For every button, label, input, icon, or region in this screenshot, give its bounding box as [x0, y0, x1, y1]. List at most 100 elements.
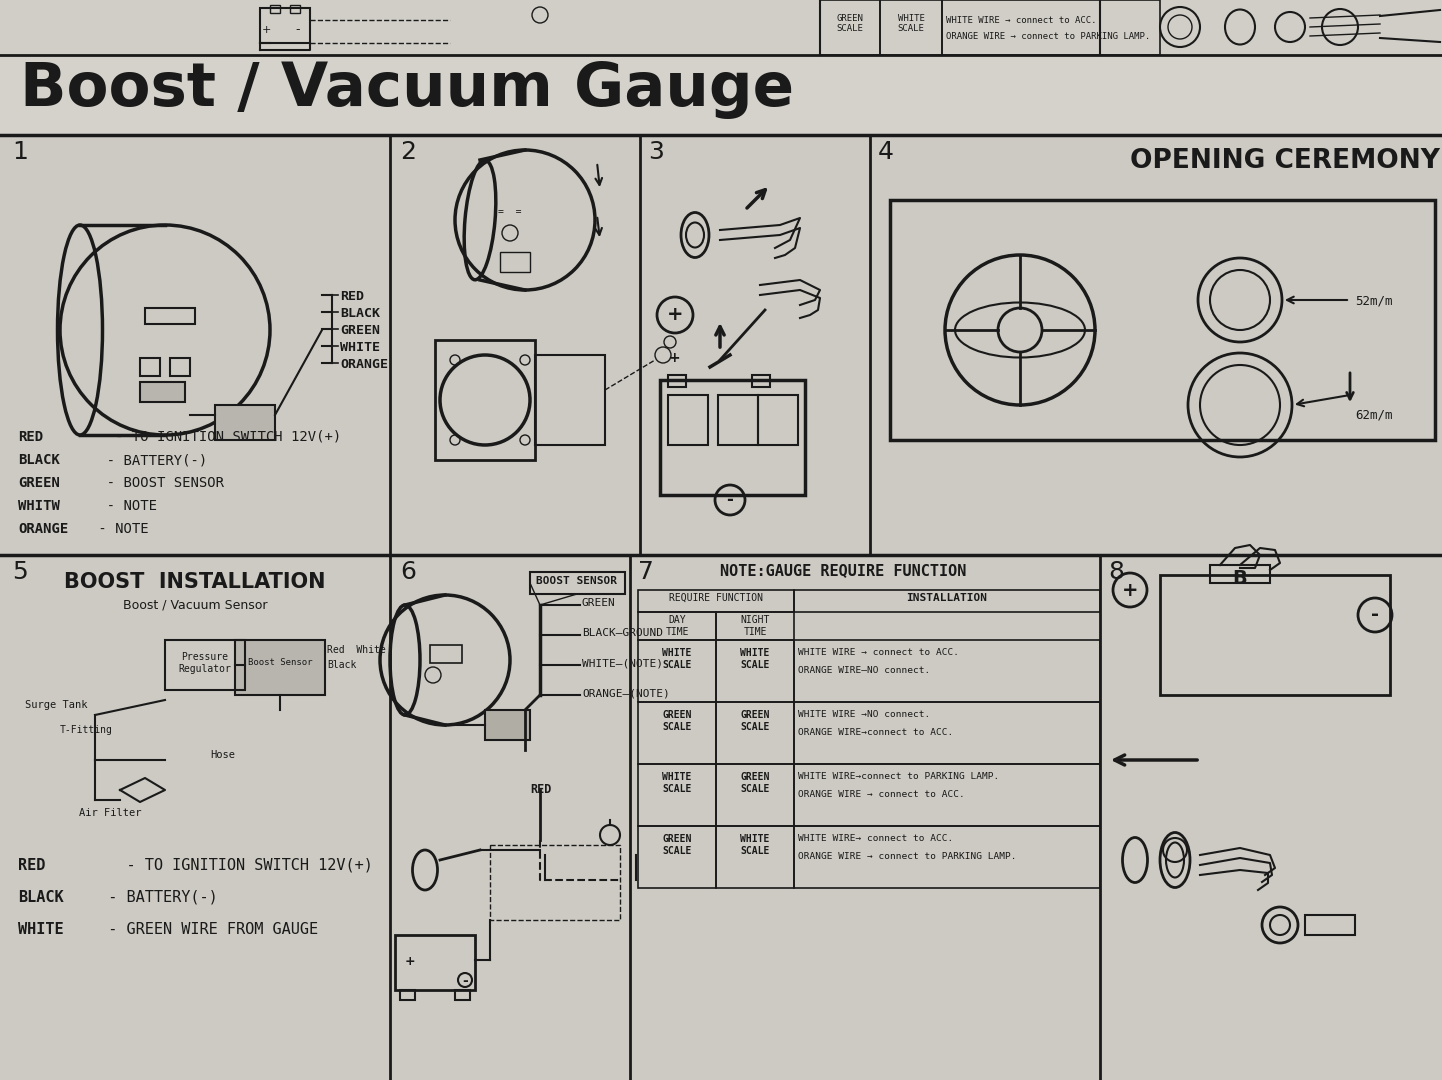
Text: 1: 1 [12, 140, 27, 164]
Text: RED: RED [340, 291, 363, 303]
Text: Hose: Hose [211, 750, 235, 760]
Bar [531, 572, 624, 594]
Text: WHITE
SCALE: WHITE SCALE [662, 648, 692, 670]
Bar [637, 826, 717, 888]
Text: ORANGE WIRE → connect to PARKING LAMP.: ORANGE WIRE → connect to PARKING LAMP. [797, 852, 1017, 861]
Bar [0, 55, 1442, 135]
Bar [795, 640, 1100, 702]
Bar [637, 612, 717, 640]
Text: Boost / Vacuum Sensor: Boost / Vacuum Sensor [123, 598, 267, 611]
Text: WHITE WIRE→connect to PARKING LAMP.: WHITE WIRE→connect to PARKING LAMP. [797, 772, 999, 781]
Text: INSTALLATION: INSTALLATION [907, 593, 988, 603]
Bar [717, 826, 795, 888]
Text: WHITE—(NOTE): WHITE—(NOTE) [583, 658, 663, 669]
Text: RED: RED [17, 858, 45, 873]
Bar [795, 764, 1100, 826]
Text: ORANGE: ORANGE [17, 522, 68, 536]
Bar [668, 375, 686, 387]
Text: 3: 3 [647, 140, 663, 164]
Text: GREEN
SCALE: GREEN SCALE [836, 14, 864, 33]
Text: ORANGE—(NOTE): ORANGE—(NOTE) [583, 688, 669, 698]
Text: Air Filter: Air Filter [79, 808, 141, 818]
Text: REQUIRE FUNCTION: REQUIRE FUNCTION [669, 593, 763, 603]
Text: +: + [666, 306, 684, 324]
Text: OPENING CEREMONY: OPENING CEREMONY [1131, 148, 1441, 174]
Text: WHITW: WHITW [17, 499, 61, 513]
Text: -: - [1371, 606, 1379, 624]
Text: ORANGE WIRE→connect to ACC.: ORANGE WIRE→connect to ACC. [797, 728, 953, 737]
Text: 5: 5 [12, 561, 27, 584]
Bar [758, 395, 797, 445]
Text: GREEN
SCALE: GREEN SCALE [662, 710, 692, 731]
Text: BOOST SENSOR: BOOST SENSOR [536, 576, 617, 586]
Text: - NOTE: - NOTE [89, 522, 149, 536]
Bar [430, 645, 461, 663]
Text: 62m/m: 62m/m [1355, 409, 1393, 422]
Bar [170, 357, 190, 376]
Text: GREEN: GREEN [17, 476, 61, 490]
Text: T-Fitting: T-Fitting [61, 725, 112, 735]
Text: Pressure
Regulator: Pressure Regulator [179, 652, 231, 674]
Text: WHITE: WHITE [340, 341, 381, 354]
Bar [637, 590, 795, 612]
Text: ORANGE WIRE → connect to PARKING LAMP.: ORANGE WIRE → connect to PARKING LAMP. [946, 32, 1151, 41]
Text: BLACK: BLACK [17, 453, 61, 467]
Text: DAY
TIME: DAY TIME [665, 615, 689, 636]
Text: Boost / Vacuum Gauge: Boost / Vacuum Gauge [20, 60, 795, 119]
Bar [164, 640, 245, 690]
Bar [795, 702, 1100, 764]
Bar [140, 382, 185, 402]
Text: NIGHT
TIME: NIGHT TIME [740, 615, 770, 636]
Bar [140, 357, 160, 376]
Text: Boost Sensor: Boost Sensor [248, 658, 313, 667]
Bar [235, 640, 324, 696]
Bar [0, 0, 1442, 55]
Bar [435, 340, 535, 460]
Bar [890, 200, 1435, 440]
Text: Black: Black [327, 660, 356, 670]
Bar [660, 380, 805, 495]
Text: Surge Tank: Surge Tank [25, 700, 88, 710]
Text: 8: 8 [1107, 561, 1123, 584]
Text: - BATTERY(-): - BATTERY(-) [89, 453, 208, 467]
Bar [717, 702, 795, 764]
Bar [485, 710, 531, 740]
Text: GREEN
SCALE: GREEN SCALE [740, 710, 770, 731]
Text: GREEN
SCALE: GREEN SCALE [740, 772, 770, 794]
Bar [751, 375, 770, 387]
Text: - TO IGNITION SWITCH 12V(+): - TO IGNITION SWITCH 12V(+) [89, 430, 342, 444]
Text: - BATTERY(-): - BATTERY(-) [89, 890, 218, 905]
Text: ORANGE WIRE → connect to ACC.: ORANGE WIRE → connect to ACC. [797, 789, 965, 799]
Text: - BOOST SENSOR: - BOOST SENSOR [89, 476, 224, 490]
Text: WHITE WIRE →NO connect.: WHITE WIRE →NO connect. [797, 710, 930, 719]
Bar [500, 252, 531, 272]
Bar [146, 308, 195, 324]
Text: RED: RED [17, 430, 43, 444]
Text: 2: 2 [399, 140, 415, 164]
Bar [456, 990, 470, 1000]
Text: WHITE
SCALE: WHITE SCALE [662, 772, 692, 794]
Text: WHITE WIRE → connect to ACC.: WHITE WIRE → connect to ACC. [946, 16, 1096, 25]
Text: ORANGE WIRE—NO connect.: ORANGE WIRE—NO connect. [797, 666, 930, 675]
Bar [1159, 575, 1390, 696]
Text: 7: 7 [637, 561, 653, 584]
Bar [795, 590, 1100, 612]
Text: =  =: = = [499, 207, 522, 217]
Bar [637, 640, 717, 702]
Text: GREEN
SCALE: GREEN SCALE [662, 834, 692, 855]
Bar [668, 395, 708, 445]
Text: 52m/m: 52m/m [1355, 294, 1393, 307]
Bar [395, 935, 474, 990]
Bar [820, 0, 880, 55]
Bar [290, 5, 300, 13]
Text: WHITE
SCALE: WHITE SCALE [897, 14, 924, 33]
Text: B: B [1233, 569, 1247, 588]
Text: WHITE: WHITE [17, 922, 63, 937]
Text: WHITE WIRE → connect to ACC.: WHITE WIRE → connect to ACC. [797, 648, 959, 657]
Text: GREEN: GREEN [340, 324, 381, 337]
Text: GREEN: GREEN [583, 598, 616, 608]
Bar [795, 826, 1100, 888]
Text: -: - [296, 24, 300, 37]
Text: +: + [405, 955, 415, 968]
Bar [535, 355, 606, 445]
